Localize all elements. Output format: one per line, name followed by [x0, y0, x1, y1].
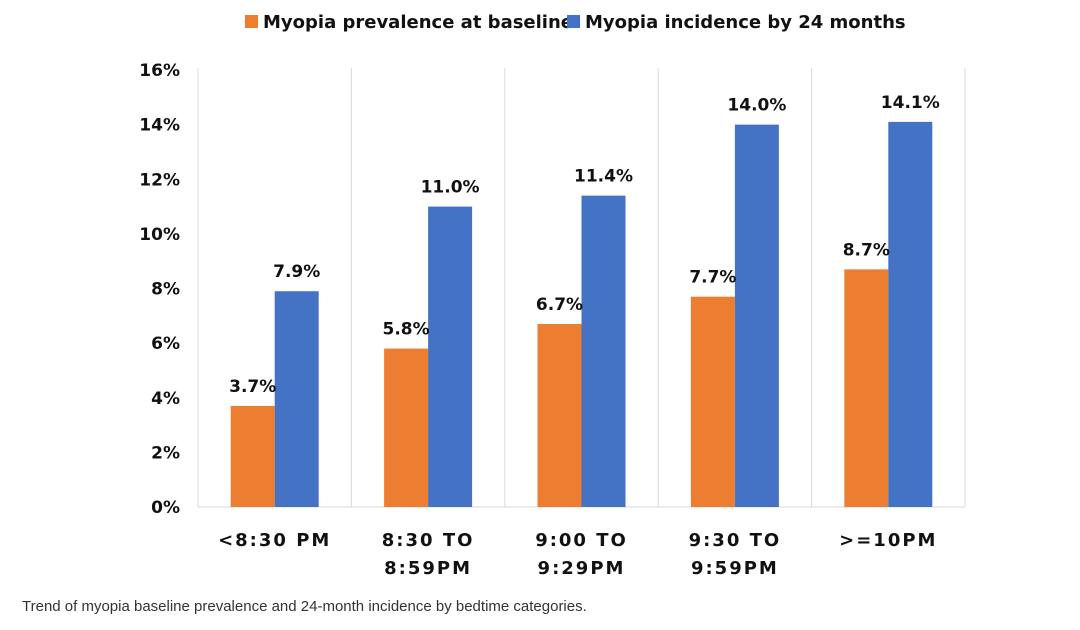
- chart-legend: Myopia prevalence at baseline Myopia inci…: [245, 12, 906, 33]
- y-tick-label: 0%: [151, 498, 180, 518]
- y-axis: 0% 2% 4% 6% 8% 10% 12% 14% 16%: [139, 61, 180, 518]
- y-tick-label: 10%: [139, 225, 180, 245]
- y-tick-label: 6%: [151, 334, 180, 354]
- bar-data-label: 8.7%: [843, 240, 890, 260]
- bar-prevalence-baseline: [384, 348, 429, 507]
- bar-prevalence-baseline: [690, 296, 735, 507]
- y-tick-label: 8%: [151, 280, 180, 300]
- x-category-label: 8:30 TO 8:59PM: [382, 530, 475, 579]
- bar-data-labels: 3.7% 5.8% 6.7% 7.7% 8.7% 7.9% 11.0% 11.4% 14.0% 1…: [229, 93, 940, 397]
- bar-data-label: 11.0%: [421, 178, 480, 198]
- x-category-label: 9:30 TO 9:59PM: [689, 530, 782, 579]
- bar-data-label: 14.0%: [727, 96, 786, 116]
- legend-label: Myopia incidence by 24 months: [585, 12, 906, 33]
- bar-incidence-24-months: [734, 124, 779, 507]
- bar-chart: Myopia prevalence at baseline Myopia inci…: [139, 12, 966, 579]
- x-category-label: <8:30 PM: [218, 530, 331, 551]
- bar-data-label: 5.8%: [383, 320, 430, 340]
- bar-prevalence-baseline: [844, 269, 889, 507]
- bar-prevalence-baseline: [537, 324, 582, 507]
- x-category-label: 9:00 TO 9:29PM: [535, 530, 628, 579]
- y-tick-label: 2%: [151, 443, 180, 463]
- legend-swatch: [567, 15, 580, 28]
- bar-data-label: 7.9%: [273, 262, 320, 282]
- figure-caption: Trend of myopia baseline prevalence and …: [22, 598, 587, 615]
- y-tick-label: 12%: [139, 170, 180, 190]
- bar-incidence-24-months: [581, 195, 626, 507]
- bar-prevalence-baseline: [230, 405, 275, 507]
- bar-incidence-24-months: [274, 291, 319, 507]
- x-axis: <8:30 PM 8:30 TO 8:59PM 9:00 TO 9:29PM 9:30 T…: [218, 530, 937, 579]
- bar-data-label: 7.7%: [689, 268, 736, 288]
- y-tick-label: 14%: [139, 116, 180, 136]
- legend-label: Myopia prevalence at baseline: [263, 12, 573, 33]
- bar-data-label: 6.7%: [536, 295, 583, 315]
- bar-incidence-24-months: [888, 121, 933, 508]
- bar-series: [230, 121, 933, 508]
- bar-incidence-24-months: [428, 206, 473, 507]
- bar-data-label: 14.1%: [881, 93, 940, 113]
- legend-swatch: [245, 15, 258, 28]
- y-tick-label: 4%: [151, 389, 180, 409]
- x-category-label: >=10PM: [839, 530, 937, 551]
- bar-data-label: 3.7%: [229, 377, 276, 397]
- y-tick-label: 16%: [139, 61, 180, 81]
- bar-data-label: 11.4%: [574, 167, 633, 187]
